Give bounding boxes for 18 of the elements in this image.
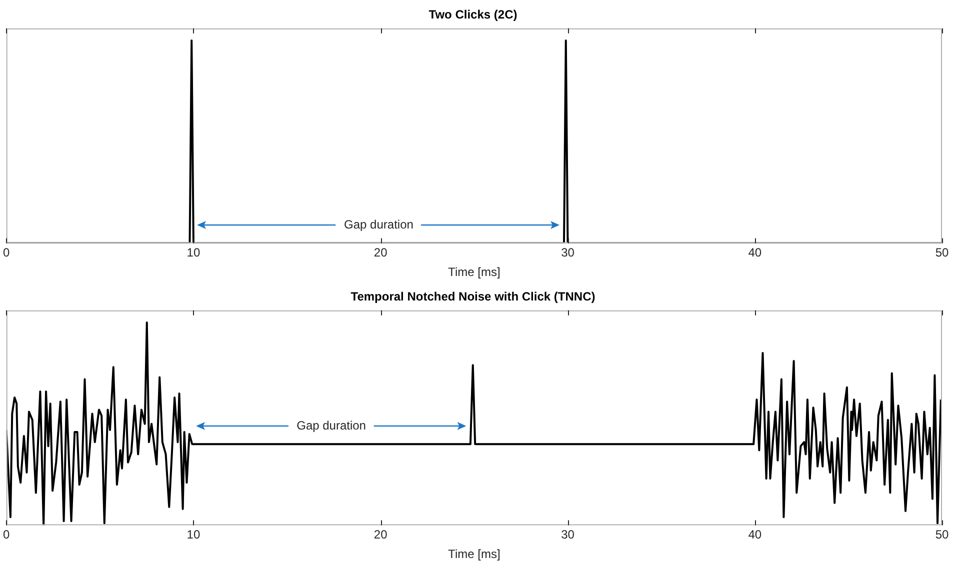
chart-title: Temporal Notched Noise with Click (TNNC) [350,290,596,304]
x-tick-label: 30 [561,528,575,542]
x-tick-label: 50 [935,528,949,542]
x-tick-label: 0 [2,246,10,260]
x-tick-label: 30 [561,246,575,260]
x-tick-label: 50 [935,246,949,260]
x-tick-label: 40 [748,528,762,542]
annotation: Gap duration [344,218,414,232]
annotation: Gap duration [296,418,366,432]
x-tick-label: 10 [186,246,200,260]
x-tick-label: 0 [2,528,10,542]
x-axis-title: Time [ms] [448,547,500,562]
x-tick-label: 20 [374,246,388,260]
x-axis-title: Time [ms] [448,265,500,280]
x-tick-label: 20 [374,528,388,542]
chart-title: Two Clicks (2C) [428,8,518,22]
x-tick-label: 10 [186,528,200,542]
x-tick-label: 40 [748,246,762,260]
